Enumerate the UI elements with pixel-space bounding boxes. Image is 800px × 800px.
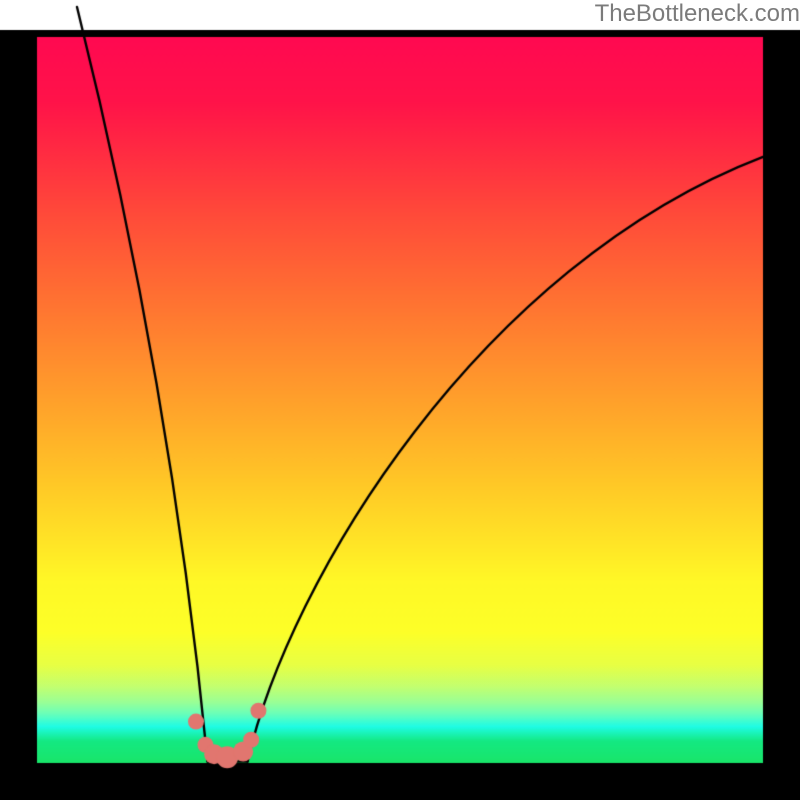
- bottleneck-chart-canvas: [0, 0, 800, 800]
- watermark-text: TheBottleneck.com: [595, 0, 800, 28]
- chart-container: TheBottleneck.com: [0, 0, 800, 800]
